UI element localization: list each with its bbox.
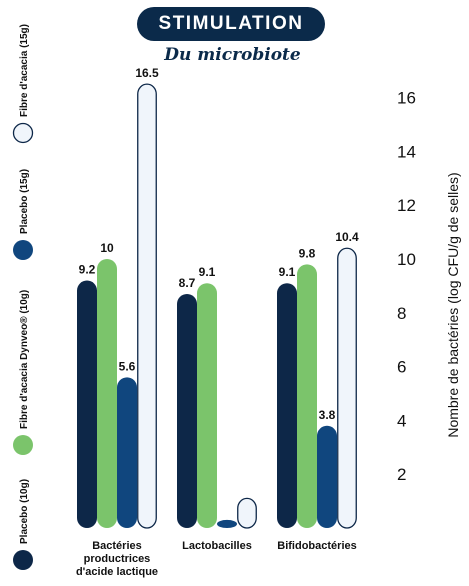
y-tick-label: 16	[397, 89, 416, 108]
bar-value-label: 16.5	[135, 66, 159, 80]
y-tick-label: 12	[397, 196, 416, 215]
legend-label: Placebo (10g)	[19, 479, 30, 544]
x-category-label: d'acide lactique	[76, 566, 158, 578]
bar-value-label: 5.6	[119, 359, 136, 373]
chart-title: STIMULATION	[158, 13, 304, 34]
bar	[137, 83, 157, 529]
bar-value-label: 10.4	[335, 230, 359, 244]
bar	[177, 293, 197, 528]
x-category-label: Bifidobactéries	[277, 540, 356, 552]
x-category-label: Lactobacilles	[182, 540, 252, 552]
bar	[237, 497, 257, 529]
legend-label: Fibre d'acacia Dynveo® (10g)	[19, 290, 30, 429]
y-tick-label: 4	[397, 411, 406, 430]
x-category-label: Bactéries	[92, 540, 142, 552]
legend-label: Fibre d'acacia (15g)	[19, 24, 30, 117]
bar	[117, 377, 137, 528]
y-axis-label: Nombre de bactéries (log CFU/g de selles…	[445, 172, 461, 437]
x-category-label: productrices	[84, 553, 151, 565]
legend-marker	[13, 550, 33, 570]
legend-marker	[12, 122, 34, 144]
bar-value-label: 9.8	[299, 246, 316, 260]
legend-marker	[13, 240, 33, 260]
bar	[337, 247, 357, 529]
bar-value-label: 8.7	[179, 276, 196, 290]
bar	[197, 283, 217, 528]
bar	[277, 283, 297, 528]
bar	[317, 425, 337, 528]
bar-value-label: 9.1	[199, 265, 216, 279]
bar-value-label: 3.8	[319, 408, 336, 422]
legend-label: Placebo (15g)	[19, 169, 30, 234]
y-tick-label: 2	[397, 465, 406, 484]
y-tick-label: 6	[397, 358, 406, 377]
bar	[297, 264, 317, 528]
bar-value-label: 10	[100, 241, 114, 255]
bar	[217, 519, 237, 528]
chart-title-pill: STIMULATION	[137, 7, 325, 41]
legend-marker	[13, 435, 33, 455]
bar-value-label: 9.1	[279, 265, 296, 279]
bar	[77, 280, 97, 528]
y-tick-label: 14	[397, 142, 416, 161]
chart-subtitle: Du microbiote	[164, 45, 301, 65]
y-tick-label: 8	[397, 304, 406, 323]
y-tick-label: 10	[397, 250, 416, 269]
bar-value-label: 9.2	[79, 263, 96, 277]
bar	[97, 259, 117, 528]
